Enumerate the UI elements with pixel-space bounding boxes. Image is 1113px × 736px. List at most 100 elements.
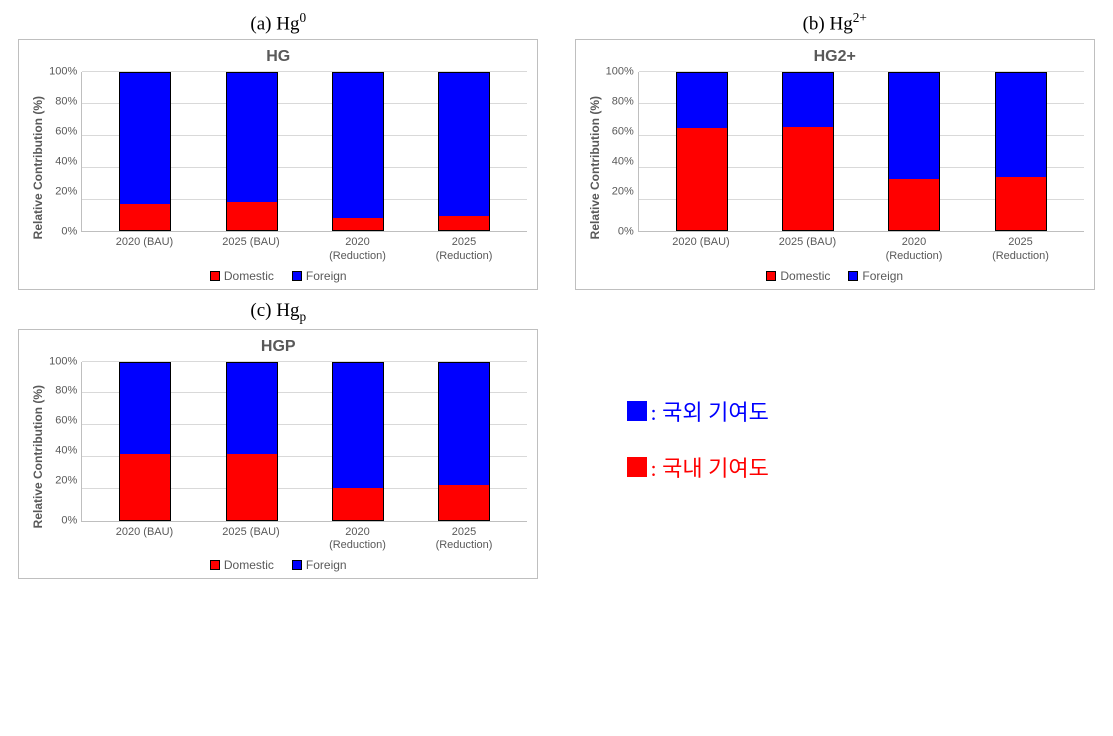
ytick-label: 20% xyxy=(47,475,77,486)
legend-foreign: Foreign xyxy=(292,269,347,283)
xtick-label: 2025 (BAU) xyxy=(768,236,848,262)
ytick-label: 40% xyxy=(604,156,634,167)
yticks-hgp: 100%80%60%40%20%0% xyxy=(47,362,81,522)
bar-segment-domestic xyxy=(889,179,939,231)
ytick-label: 0% xyxy=(47,516,77,527)
ytick-label: 100% xyxy=(47,67,77,78)
legend-domestic: Domestic xyxy=(210,558,274,572)
legend-domestic-label: Domestic xyxy=(224,269,274,283)
ytick-label: 60% xyxy=(47,126,77,137)
kor-swatch-foreign xyxy=(627,401,647,421)
swatch-foreign xyxy=(292,271,302,281)
bar-segment-domestic xyxy=(996,177,1046,230)
panel-hg0: (a) Hg0 HG Relative Contribution (%) 100… xyxy=(10,10,547,290)
bar xyxy=(676,72,728,231)
plot-area-hg0 xyxy=(81,72,527,232)
legend-foreign-label: Foreign xyxy=(862,269,903,283)
swatch-domestic xyxy=(766,271,776,281)
ytick-label: 100% xyxy=(604,67,634,78)
ytick-label: 80% xyxy=(47,386,77,397)
legend-foreign-label: Foreign xyxy=(306,558,347,572)
legend-foreign: Foreign xyxy=(848,269,903,283)
xticks-hgp: 2020 (BAU)2025 (BAU)2020(Reduction)2025(… xyxy=(81,522,527,552)
chart-title-hgp: HGP xyxy=(29,338,527,356)
bar-segment-domestic xyxy=(333,218,383,231)
kor-foreign-row: : 국외 기여도 xyxy=(627,395,769,427)
ytick-label: 80% xyxy=(604,97,634,108)
bar xyxy=(888,72,940,231)
legend-domestic-label: Domestic xyxy=(224,558,274,572)
legend-foreign-label: Foreign xyxy=(306,269,347,283)
ylabel-hg0: Relative Contribution (%) xyxy=(29,96,47,239)
ytick-label: 0% xyxy=(47,227,77,238)
chart-title-hg2: HG2+ xyxy=(586,48,1084,66)
bar-segment-foreign xyxy=(439,73,489,216)
xtick-label: 2025 (BAU) xyxy=(211,526,291,552)
bar xyxy=(119,72,171,231)
ytick-label: 60% xyxy=(604,126,634,137)
ytick-label: 0% xyxy=(604,227,634,238)
bar-segment-foreign xyxy=(120,363,170,454)
chart-title-hg0: HG xyxy=(29,48,527,66)
xtick-label: 2025(Reduction) xyxy=(424,526,504,552)
bar-segment-foreign xyxy=(996,73,1046,177)
xtick-label: 2025(Reduction) xyxy=(981,236,1061,262)
bar-segment-domestic xyxy=(227,454,277,520)
bar xyxy=(119,362,171,521)
bar xyxy=(782,72,834,231)
xtick-label: 2025 (BAU) xyxy=(211,236,291,262)
bar-segment-foreign xyxy=(333,73,383,217)
swatch-foreign xyxy=(292,560,302,570)
ytick-label: 100% xyxy=(47,356,77,367)
bar-segment-domestic xyxy=(677,128,727,230)
panel-label-b: (b) Hg2+ xyxy=(803,10,867,35)
bar xyxy=(332,72,384,231)
panel-hgp: (c) Hgp HGP Relative Contribution (%) 10… xyxy=(10,300,547,579)
swatch-domestic xyxy=(210,560,220,570)
panel-kor-legend: : 국외 기여도 : 국내 기여도 xyxy=(567,300,1104,579)
xticks-hg0: 2020 (BAU)2025 (BAU)2020(Reduction)2025(… xyxy=(81,232,527,262)
kor-swatch-domestic xyxy=(627,457,647,477)
legend-hgp: Domestic Foreign xyxy=(29,558,527,572)
bar xyxy=(226,72,278,231)
xtick-label: 2020(Reduction) xyxy=(318,236,398,262)
kor-foreign-text: : 국외 기여도 xyxy=(651,395,769,427)
ylabel-hgp: Relative Contribution (%) xyxy=(29,385,47,528)
bar-segment-foreign xyxy=(120,73,170,203)
ytick-label: 80% xyxy=(47,97,77,108)
bar xyxy=(332,362,384,521)
legend-domestic-label: Domestic xyxy=(780,269,830,283)
ytick-label: 40% xyxy=(47,445,77,456)
legend-domestic: Domestic xyxy=(210,269,274,283)
ytick-label: 40% xyxy=(47,156,77,167)
bar-segment-foreign xyxy=(227,73,277,202)
plot-area-hgp xyxy=(81,362,527,522)
legend-hg2: Domestic Foreign xyxy=(586,269,1084,283)
bar-segment-foreign xyxy=(677,73,727,128)
xtick-label: 2025(Reduction) xyxy=(424,236,504,262)
xtick-label: 2020(Reduction) xyxy=(874,236,954,262)
bar xyxy=(438,72,490,231)
bar-segment-foreign xyxy=(227,363,277,454)
kor-domestic-row: : 국내 기여도 xyxy=(627,451,769,483)
panel-hg2: (b) Hg2+ HG2+ Relative Contribution (%) … xyxy=(567,10,1104,290)
bar-segment-domestic xyxy=(439,216,489,230)
bar-segment-domestic xyxy=(333,488,383,519)
legend-domestic: Domestic xyxy=(766,269,830,283)
swatch-domestic xyxy=(210,271,220,281)
panel-label-a: (a) Hg0 xyxy=(250,10,306,35)
yticks-hg0: 100%80%60%40%20%0% xyxy=(47,72,81,232)
bar-segment-foreign xyxy=(889,73,939,178)
bar-segment-domestic xyxy=(439,485,489,520)
bar-segment-domestic xyxy=(227,202,277,230)
swatch-foreign xyxy=(848,271,858,281)
chart-hg2: HG2+ Relative Contribution (%) 100%80%60… xyxy=(575,39,1095,289)
korean-legend: : 국외 기여도 : 국내 기여도 xyxy=(567,300,769,579)
bar-segment-domestic xyxy=(120,454,170,520)
ytick-label: 20% xyxy=(604,186,634,197)
xtick-label: 2020 (BAU) xyxy=(105,526,185,552)
kor-domestic-text: : 국내 기여도 xyxy=(651,451,769,483)
legend-hg0: Domestic Foreign xyxy=(29,269,527,283)
bar xyxy=(226,362,278,521)
ytick-label: 60% xyxy=(47,416,77,427)
